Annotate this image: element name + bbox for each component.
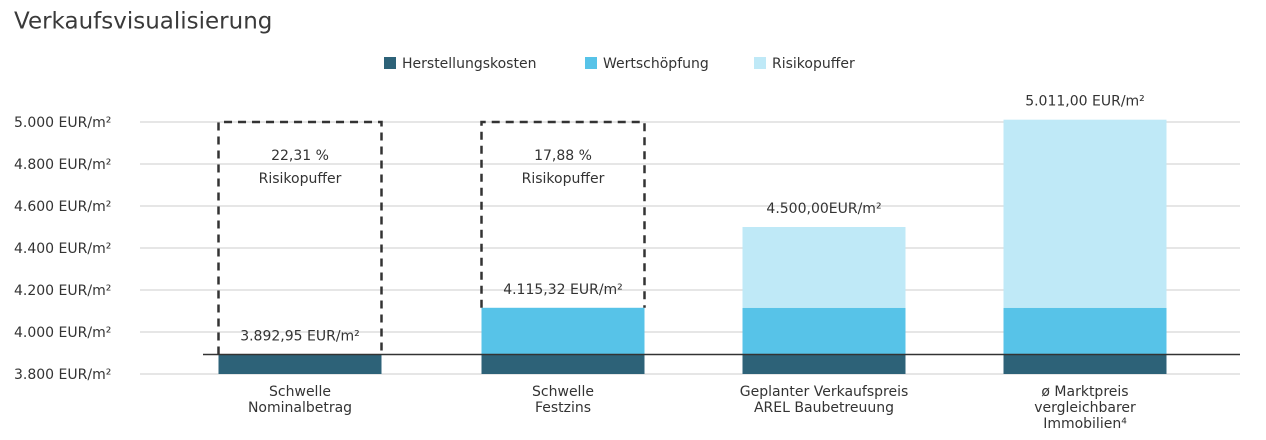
x-tick-label: Schwelle — [269, 384, 331, 400]
chart-title: Verkaufsvisualisierung — [14, 9, 272, 35]
bar-segment — [742, 227, 906, 308]
legend-label: Wertschöpfung — [603, 56, 709, 72]
bar-segment — [1003, 307, 1167, 355]
y-tick-label: 4.000 EUR/m² — [14, 325, 111, 341]
dashed-box — [480, 120, 646, 308]
bar-segment — [481, 307, 645, 355]
bar-segment — [218, 354, 382, 374]
x-tick-label: Festzins — [535, 400, 591, 416]
value-label: 5.011,00 EUR/m² — [1025, 94, 1145, 110]
legend-swatch — [585, 57, 597, 69]
x-tick-label: Immobilien⁴ — [1043, 416, 1127, 432]
annotation: 17,88 % — [534, 148, 592, 164]
legend-swatch — [384, 57, 396, 69]
bar-segment — [1003, 354, 1167, 374]
x-tick-label: vergleichbarer — [1034, 400, 1136, 416]
annotation: Risikopuffer — [259, 171, 342, 187]
x-tick-label: AREL Baubetreuung — [754, 400, 894, 416]
value-label: 4.115,32 EUR/m² — [503, 282, 623, 298]
x-tick-label: ø Marktpreis — [1041, 384, 1128, 400]
annotation: Risikopuffer — [522, 171, 605, 187]
legend-swatch — [754, 57, 766, 69]
bar-segment — [742, 307, 906, 355]
value-label: 4.500,00EUR/m² — [766, 201, 881, 217]
x-tick-label: Geplanter Verkaufspreis — [740, 384, 909, 400]
y-tick-label: 4.600 EUR/m² — [14, 199, 111, 215]
dashed-box — [217, 120, 383, 355]
bar-segment — [742, 354, 906, 374]
y-tick-label: 3.800 EUR/m² — [14, 367, 111, 383]
annotation: 22,31 % — [271, 148, 329, 164]
y-tick-label: 5.000 EUR/m² — [14, 115, 111, 131]
x-tick-label: Nominalbetrag — [248, 400, 352, 416]
y-tick-label: 4.800 EUR/m² — [14, 157, 111, 173]
legend-label: Risikopuffer — [772, 56, 855, 72]
y-tick-label: 4.200 EUR/m² — [14, 283, 111, 299]
bar-segment — [481, 354, 645, 374]
legend-label: Herstellungskosten — [402, 56, 536, 72]
y-tick-label: 4.400 EUR/m² — [14, 241, 111, 257]
bar-segment — [1003, 119, 1167, 308]
x-tick-label: Schwelle — [532, 384, 594, 400]
value-label: 3.892,95 EUR/m² — [240, 328, 360, 344]
